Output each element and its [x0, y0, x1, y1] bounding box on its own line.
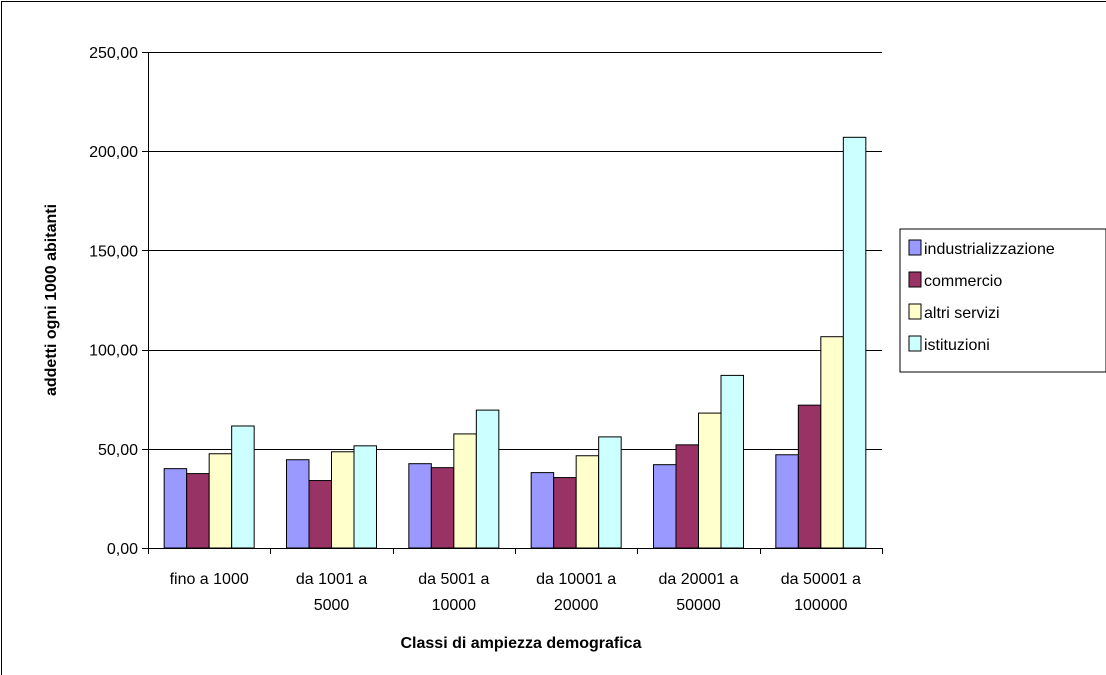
legend-swatch-commercio	[908, 271, 922, 288]
bar-altri-servizi-1	[331, 451, 355, 549]
bar-istituzioni-5	[842, 136, 867, 549]
x-tick-label: da 50001 a	[781, 571, 861, 588]
axes	[142, 52, 883, 554]
y-tick-label: 200,00	[89, 144, 138, 161]
x-tick-label: da 1001 a	[296, 571, 367, 588]
bar-industrializzazione-3	[530, 472, 555, 549]
bar-industrializzazione-5	[775, 454, 799, 549]
bar-commercio-2	[430, 467, 455, 549]
legend-box	[899, 228, 1106, 373]
bar-commercio-3	[553, 477, 577, 549]
bar-istituzioni-0	[231, 425, 255, 549]
x-tick-label: da 5001 a	[418, 571, 489, 588]
x-tick-label: da 20001 a	[658, 571, 738, 588]
bar-commercio-1	[308, 480, 332, 549]
bar-industrializzazione-1	[286, 459, 310, 549]
bar-industrializzazione-4	[653, 464, 677, 549]
legend-swatch-istituzioni	[908, 335, 922, 352]
y-tick-label: 0,00	[107, 541, 138, 558]
x-tick-label: 20000	[554, 597, 599, 614]
x-tick-labels: fino a 1000 da 1001 a 5000 da 5001 a 10000 da…	[170, 571, 861, 614]
legend-swatch-industrializzazione	[908, 239, 922, 256]
x-tick-label: 10000	[432, 597, 477, 614]
bar-altri-servizi-4	[698, 412, 722, 549]
legend-label-commercio: commercio	[924, 273, 1002, 290]
y-tick-label: 250,00	[89, 45, 138, 62]
bar-altri-servizi-5	[820, 336, 844, 549]
bar-altri-servizi-0	[208, 453, 233, 549]
bars	[163, 136, 867, 549]
bar-industrializzazione-2	[408, 463, 432, 549]
x-tick-label: fino a 1000	[170, 571, 249, 588]
x-tick-label: da 10001 a	[536, 571, 616, 588]
bar-commercio-0	[186, 473, 210, 549]
bar-commercio-5	[797, 404, 822, 549]
bar-istituzioni-3	[598, 436, 622, 549]
bar-altri-servizi-2	[453, 433, 477, 549]
y-axis-title: addetti ogni 1000 abitanti	[43, 204, 60, 396]
bar-altri-servizi-3	[575, 455, 600, 549]
x-tick-label: 100000	[794, 597, 847, 614]
gridlines	[148, 52, 882, 450]
legend-label-altri-servizi: altri servizi	[924, 305, 1000, 322]
y-tick-label: 150,00	[89, 243, 138, 260]
y-tick-label: 100,00	[89, 343, 138, 360]
x-axis-title: Classi di ampiezza demografica	[401, 635, 642, 652]
legend: industrializzazione commercio altri serviz…	[899, 228, 1106, 373]
bar-industrializzazione-0	[163, 468, 188, 549]
x-tick-label: 5000	[314, 597, 350, 614]
legend-swatch-altri-servizi	[908, 303, 922, 320]
y-tick-label: 50,00	[98, 442, 138, 459]
legend-label-industrializzazione: industrializzazione	[924, 241, 1055, 258]
bar-commercio-4	[675, 444, 699, 549]
y-tick-labels: 0,00 50,00 100,00 150,00 200,00 250,00	[89, 45, 138, 558]
bar-istituzioni-4	[720, 374, 744, 549]
legend-label-istituzioni: istituzioni	[924, 337, 990, 354]
x-tick-label: 50000	[676, 597, 721, 614]
bar-istituzioni-2	[475, 409, 500, 549]
bar-istituzioni-1	[353, 445, 377, 549]
